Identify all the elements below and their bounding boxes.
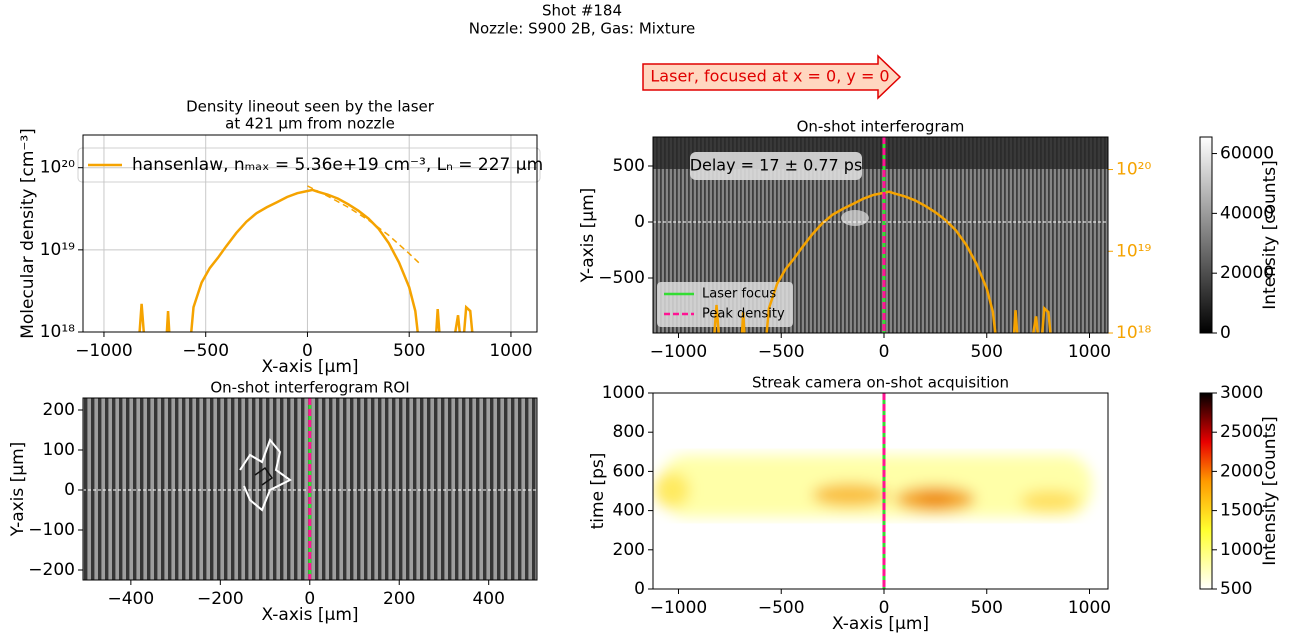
x-tick-label: 500 — [971, 342, 1003, 362]
arrow-label: Laser, focused at x = 0, y = 0 — [650, 67, 889, 86]
colorbar-tick-label: 40000 — [1220, 203, 1274, 223]
annotation-box — [690, 152, 862, 180]
y-tick-label: 10¹⁹ — [40, 240, 75, 260]
arrow — [642, 54, 902, 100]
colorbar-tick-label: 2500 — [1220, 422, 1263, 442]
x-tick-label: −1000 — [650, 342, 708, 362]
colorbar-tick-label: 1000 — [1220, 540, 1263, 560]
x-tick-label: 200 — [383, 589, 415, 609]
suptitle: Shot #184 — [542, 2, 622, 20]
legend — [77, 147, 541, 183]
y-tick-label: 600 — [613, 461, 645, 481]
x-tick-label: 500 — [971, 598, 1003, 618]
x-tick-label: 1000 — [1068, 598, 1111, 618]
y-tick-label: −500 — [598, 268, 645, 288]
suptitle: Nozzle: S900 2B, Gas: Mixture — [469, 20, 696, 38]
y2-tick-label: 10¹⁹ — [1116, 241, 1151, 261]
x-tick-label: 0 — [879, 598, 890, 618]
x-tick-label: −200 — [197, 589, 244, 609]
y-tick-label: 0 — [64, 480, 75, 500]
x-tick-label: 1000 — [1068, 342, 1111, 362]
y-tick-label: 10¹⁸ — [40, 322, 75, 342]
y-axis-label: Y-axis [µm] — [578, 188, 598, 284]
x-tick-label: −500 — [182, 341, 229, 361]
density-line — [713, 190, 1052, 333]
x-axis-label: X-axis [µm] — [261, 605, 358, 625]
legend-label: Laser focus — [702, 287, 776, 302]
y2-tick-label: 10²⁰ — [1116, 160, 1151, 180]
chart-title: at 421 µm from nozzle — [225, 115, 395, 133]
x-tick-label: −1000 — [650, 598, 708, 618]
y-tick-label: 1000 — [602, 383, 645, 403]
x-tick-label: 1000 — [489, 341, 532, 361]
axes-frame — [82, 397, 538, 581]
y-tick-label: 200 — [43, 400, 75, 420]
chart-title: Streak camera on-shot acquisition — [752, 374, 1009, 392]
x-axis-label: X-axis [µm] — [261, 357, 358, 377]
y-axis-label: Molecular density [cm⁻³] — [18, 128, 38, 339]
colorbar — [1199, 392, 1213, 590]
colorbar — [1199, 136, 1213, 334]
axes-frame — [82, 134, 538, 333]
x-tick-label: 400 — [472, 589, 504, 609]
density-line — [138, 188, 474, 332]
axes-frame — [652, 136, 1109, 334]
y-tick-label: 800 — [613, 422, 645, 442]
colorbar-tick-label: 500 — [1220, 579, 1252, 599]
colorbar-tick-label: 3000 — [1220, 383, 1263, 403]
x-tick-label: −500 — [758, 598, 805, 618]
y2-tick-label: 10¹⁸ — [1116, 323, 1151, 343]
colorbar-tick-label: 1500 — [1220, 501, 1263, 521]
y-tick-label: 0 — [634, 579, 645, 599]
streak-image — [653, 393, 1108, 589]
density-line — [307, 185, 422, 266]
y-tick-label: −100 — [28, 520, 75, 540]
y-tick-label: 10²⁰ — [40, 158, 75, 178]
chart-title: On-shot interferogram ROI — [210, 379, 409, 397]
y-tick-label: 400 — [613, 501, 645, 521]
x-tick-label: 0 — [302, 341, 313, 361]
colorbar-tick-label: 60000 — [1220, 144, 1274, 164]
colorbar-tick-label: 20000 — [1220, 263, 1274, 283]
y-tick-label: −200 — [28, 560, 75, 580]
chart-title: On-shot interferogram — [797, 118, 965, 136]
x-tick-label: 0 — [879, 342, 890, 362]
y-tick-label: 500 — [613, 156, 645, 176]
chart-title: Density lineout seen by the laser — [186, 98, 435, 116]
colorbar-label: Intensity [counts] — [1260, 416, 1280, 565]
y-axis-label: Y-axis [µm] — [8, 442, 28, 538]
annotation: Delay = 17 ± 0.77 ps — [690, 156, 863, 175]
interferogram-image — [653, 137, 1108, 333]
x-axis-label: X-axis [µm] — [832, 614, 929, 634]
y-tick-label: 100 — [43, 440, 75, 460]
x-tick-label: 0 — [304, 589, 315, 609]
axes-frame — [652, 392, 1109, 590]
x-tick-label: 500 — [393, 341, 425, 361]
y-tick-label: 0 — [634, 212, 645, 232]
y-tick-label: 200 — [613, 540, 645, 560]
y-axis-label: time [ps] — [588, 453, 608, 530]
x-tick-label: −1000 — [75, 341, 133, 361]
colorbar-tick-label: 0 — [1220, 323, 1231, 343]
legend-label: Peak density — [702, 307, 785, 322]
colorbar-label: Intensity [counts] — [1260, 160, 1280, 309]
colorbar-tick-label: 2000 — [1220, 461, 1263, 481]
x-tick-label: −400 — [108, 589, 155, 609]
x-tick-label: −500 — [758, 342, 805, 362]
legend-label: hansenlaw, nₘₐₓ = 5.36e+19 cm⁻³, Lₙ = 22… — [132, 155, 543, 175]
